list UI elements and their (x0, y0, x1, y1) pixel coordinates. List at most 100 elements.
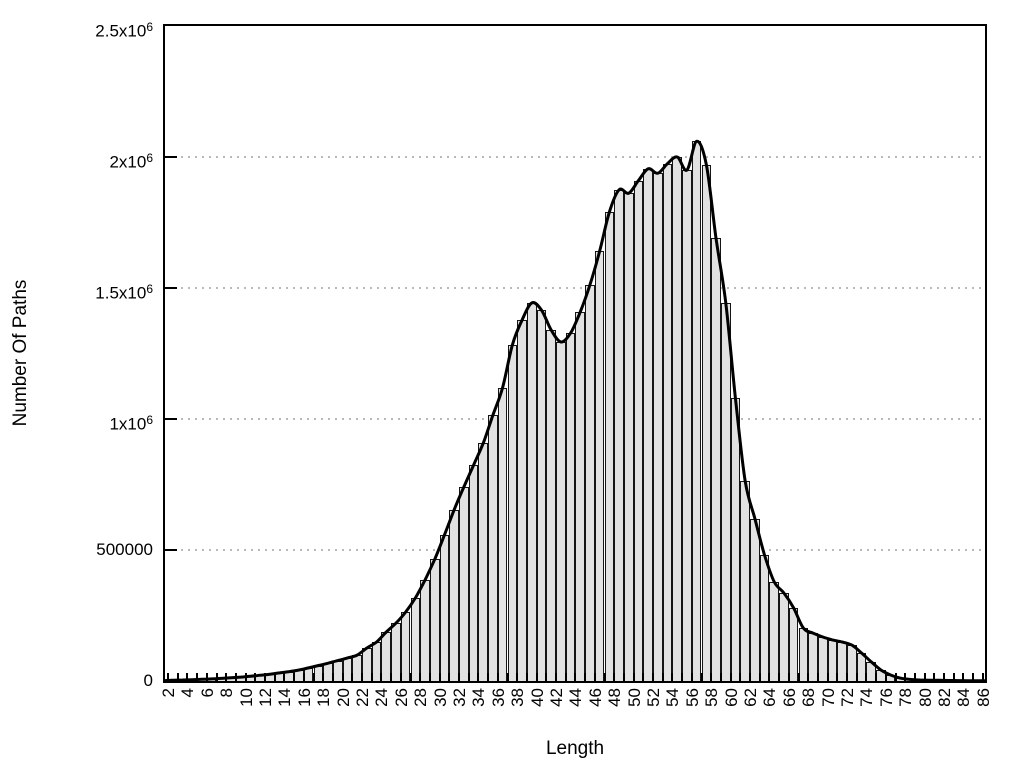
x-tick-label: 82 (935, 688, 954, 707)
x-tick-mark (622, 673, 625, 681)
x-tick-label: 10 (236, 688, 256, 707)
x-tick-label: 54 (663, 688, 683, 707)
x-tick-label: 42 (547, 688, 566, 707)
x-tick-mark (933, 673, 936, 681)
x-tick-mark (564, 673, 567, 681)
x-tick-mark (700, 673, 703, 681)
x-tick-mark (419, 673, 422, 681)
x-tick-mark (438, 673, 441, 681)
x-tick-mark (904, 673, 907, 681)
x-tick-label: 52 (644, 688, 663, 707)
x-tick-label: 46 (585, 688, 605, 707)
x-tick-label: 60 (721, 688, 741, 707)
y-tick-label: 1x106 (109, 413, 153, 434)
x-tick-mark (749, 673, 751, 681)
x-tick-mark (361, 673, 363, 681)
x-tick-mark (758, 673, 761, 681)
x-tick-mark (380, 673, 383, 681)
x-tick-mark (836, 673, 839, 681)
x-tick-label: 24 (372, 688, 392, 707)
x-tick-mark (593, 673, 596, 681)
y-tick-mark (165, 549, 177, 551)
x-tick-mark (196, 673, 199, 681)
x-tick-mark (807, 673, 810, 681)
x-tick-label: 4 (178, 688, 198, 698)
x-tick-mark (952, 673, 955, 681)
x-tick-label: 48 (605, 688, 625, 707)
x-tick-mark (516, 673, 519, 681)
curve-path (164, 139, 986, 683)
x-tick-mark (855, 673, 858, 681)
x-tick-mark (787, 673, 790, 681)
x-tick-label: 34 (469, 688, 489, 707)
x-tick-mark (331, 673, 334, 681)
x-tick-mark (487, 673, 490, 681)
y-tick-mark (165, 287, 177, 289)
y-tick-label: 2.5x106 (95, 20, 153, 41)
x-tick-mark (690, 673, 693, 681)
x-tick-mark (535, 673, 538, 681)
y-gridline (167, 287, 983, 289)
x-tick-label: 30 (430, 688, 450, 707)
x-tick-mark (176, 673, 179, 681)
x-tick-label: 14 (275, 688, 295, 707)
x-tick-mark (884, 673, 887, 681)
x-tick-mark (283, 673, 286, 681)
x-tick-mark (681, 673, 684, 681)
x-tick-mark (671, 673, 674, 681)
x-tick-label: 84 (954, 688, 974, 707)
x-tick-mark (972, 673, 975, 681)
x-tick-label: 36 (488, 688, 508, 707)
x-tick-label: 32 (450, 688, 469, 707)
x-tick-mark (302, 673, 305, 681)
x-tick-label: 80 (915, 688, 935, 707)
x-tick-label: 44 (566, 688, 586, 707)
x-tick-label: 86 (973, 688, 993, 707)
x-tick-mark (652, 673, 654, 681)
x-tick-mark (409, 673, 412, 681)
x-tick-mark (826, 673, 829, 681)
x-tick-mark (729, 673, 732, 681)
y-tick-mark (165, 418, 177, 420)
x-tick-mark (613, 673, 616, 681)
x-tick-label: 64 (760, 688, 780, 707)
x-tick-mark (525, 673, 528, 681)
x-tick-mark (816, 673, 819, 681)
x-tick-label: 40 (527, 688, 547, 707)
x-tick-mark (264, 673, 266, 681)
x-tick-mark (584, 673, 587, 681)
x-tick-mark (186, 673, 189, 681)
x-tick-label: 8 (217, 688, 237, 698)
y-axis-title: Number Of Paths (10, 279, 31, 427)
x-tick-mark (496, 673, 499, 681)
x-tick-mark (719, 673, 722, 681)
x-tick-label: 76 (876, 688, 896, 707)
x-tick-label: 26 (391, 688, 411, 707)
x-tick-mark (322, 673, 325, 681)
x-tick-mark (778, 673, 781, 681)
x-tick-label: 74 (857, 688, 877, 707)
x-tick-mark (167, 673, 169, 681)
x-tick-mark (458, 673, 460, 681)
x-tick-mark (351, 673, 354, 681)
x-tick-mark (865, 673, 868, 681)
x-tick-mark (797, 673, 800, 681)
plot-border (163, 24, 987, 683)
x-tick-mark (768, 673, 771, 681)
x-tick-mark (642, 673, 645, 681)
x-tick-mark (341, 673, 344, 681)
x-tick-mark (293, 673, 296, 681)
x-tick-label: 78 (896, 688, 916, 707)
x-tick-mark (603, 673, 606, 681)
x-tick-label: 72 (838, 688, 857, 707)
y-tick-label: 2x106 (109, 151, 153, 172)
x-tick-label: 16 (294, 688, 314, 707)
x-tick-label: 70 (818, 688, 838, 707)
x-tick-mark (448, 673, 451, 681)
x-tick-mark (390, 673, 393, 681)
y-tick-label: 0 (143, 671, 153, 690)
x-tick-label: 22 (353, 688, 372, 707)
y-tick-mark (165, 156, 177, 158)
x-tick-label: 12 (256, 688, 275, 707)
